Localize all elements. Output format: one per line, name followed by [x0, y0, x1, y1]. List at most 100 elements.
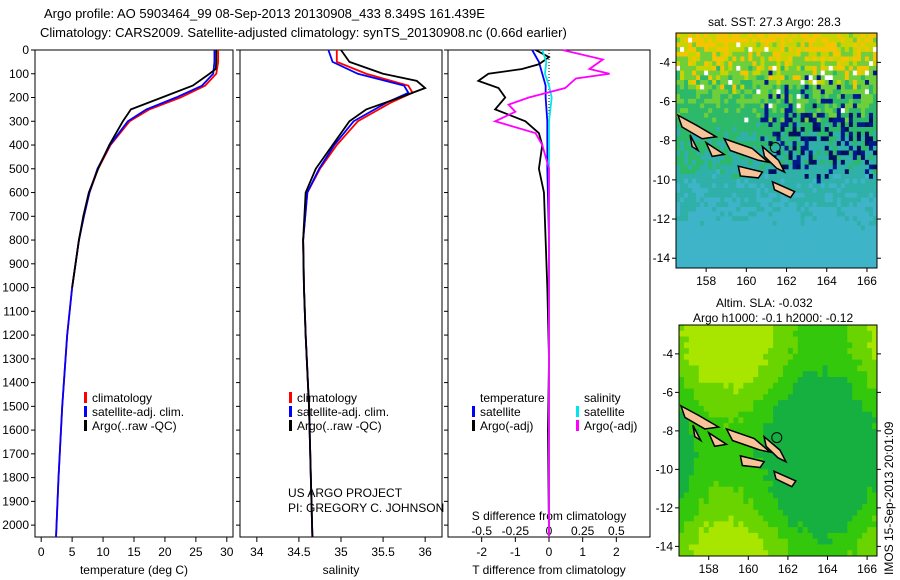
- map-cell: [804, 47, 810, 53]
- map-cell: [788, 70, 794, 76]
- map-cell: [780, 127, 786, 133]
- map-cell: [840, 112, 846, 119]
- map-cell: [684, 225, 689, 231]
- map-cell: [696, 112, 701, 119]
- map-cell: [736, 206, 741, 213]
- map-cell: [840, 258, 846, 264]
- map-cell: [852, 197, 858, 203]
- map-cell: [797, 411, 804, 418]
- map-cell: [716, 80, 721, 86]
- map-y-tick-label: -14: [653, 251, 671, 265]
- map-cell: [860, 94, 866, 100]
- map-cell: [804, 103, 810, 109]
- map-cell: [792, 348, 799, 355]
- map-cell: [763, 504, 769, 511]
- map-cell: [784, 108, 790, 114]
- map-cell: [782, 492, 789, 499]
- map-cell: [828, 145, 834, 151]
- map-cell: [797, 446, 804, 453]
- map-cell: [796, 117, 802, 123]
- map-cell: [744, 75, 749, 81]
- map-cell: [760, 249, 765, 255]
- map-cell: [753, 325, 759, 332]
- map-cell: [740, 141, 745, 147]
- map-cell: [847, 521, 853, 528]
- map-cell: [780, 235, 786, 241]
- map-cell: [832, 188, 838, 194]
- map-cell: [712, 141, 717, 147]
- map-cell: [776, 150, 782, 156]
- map-cell: [812, 376, 819, 384]
- map-cell: [772, 169, 777, 175]
- map-cell: [732, 263, 737, 269]
- map-cell: [796, 122, 802, 128]
- map-cell: [716, 258, 721, 264]
- map-cell: [732, 164, 737, 170]
- map-cell: [862, 365, 868, 372]
- map-cell: [756, 131, 761, 137]
- map-cell: [812, 169, 818, 175]
- map-cell: [864, 253, 870, 260]
- map-cell: [723, 371, 729, 378]
- map-cell: [822, 342, 828, 349]
- map-cell: [698, 359, 705, 366]
- map-cell: [724, 230, 729, 236]
- map-cell: [728, 469, 734, 476]
- map-cell: [720, 141, 725, 147]
- map-cell: [760, 108, 765, 114]
- map-cell: [860, 145, 866, 151]
- map-cell: [700, 89, 705, 95]
- map-cell: [832, 239, 838, 245]
- map-cell: [768, 457, 774, 465]
- map-cell: [816, 221, 822, 227]
- map-cell: [782, 434, 789, 441]
- map-cell: [684, 206, 689, 213]
- map-cell: [832, 131, 838, 137]
- map-cell: [792, 492, 799, 499]
- map-cell: [744, 197, 749, 203]
- map-cell: [792, 515, 799, 522]
- map-cell: [852, 65, 858, 72]
- map-cell: [820, 202, 826, 208]
- map-cell: [784, 258, 790, 264]
- map-cell: [828, 122, 834, 128]
- map-cell: [724, 89, 729, 95]
- map-cell: [792, 230, 798, 236]
- map-cell: [752, 103, 757, 109]
- map-cell: [712, 117, 717, 123]
- map-cell: [743, 532, 749, 540]
- map-cell: [704, 253, 709, 260]
- map-cell: [828, 98, 834, 104]
- map-cell: [679, 400, 685, 407]
- map-cell: [827, 423, 833, 430]
- map-cell: [788, 127, 794, 133]
- map-cell: [827, 452, 833, 459]
- map-cell: [788, 235, 794, 241]
- map-cell: [744, 192, 749, 198]
- map-cell: [842, 388, 848, 395]
- map-cell: [778, 371, 784, 378]
- map-cell: [808, 258, 814, 264]
- map-cell: [827, 446, 833, 453]
- map-cell: [724, 206, 729, 213]
- map-cell: [864, 127, 870, 133]
- map-cell: [740, 33, 745, 39]
- map-cell: [743, 394, 749, 401]
- map-cell: [698, 544, 705, 551]
- map-cell: [752, 202, 757, 208]
- map-cell: [778, 492, 784, 499]
- map-cell: [676, 197, 681, 203]
- map-cell: [776, 108, 782, 114]
- map-cell: [817, 405, 824, 413]
- map-cell: [828, 117, 834, 123]
- map-cell: [860, 141, 866, 147]
- map-cell: [684, 145, 689, 151]
- map-cell: [744, 159, 749, 166]
- map-cell: [792, 550, 799, 557]
- map-cell: [760, 42, 765, 48]
- map-cell: [772, 202, 777, 208]
- map-cell: [816, 197, 822, 203]
- map-cell: [676, 155, 681, 161]
- map-cell: [864, 169, 870, 175]
- map-cell: [842, 492, 848, 499]
